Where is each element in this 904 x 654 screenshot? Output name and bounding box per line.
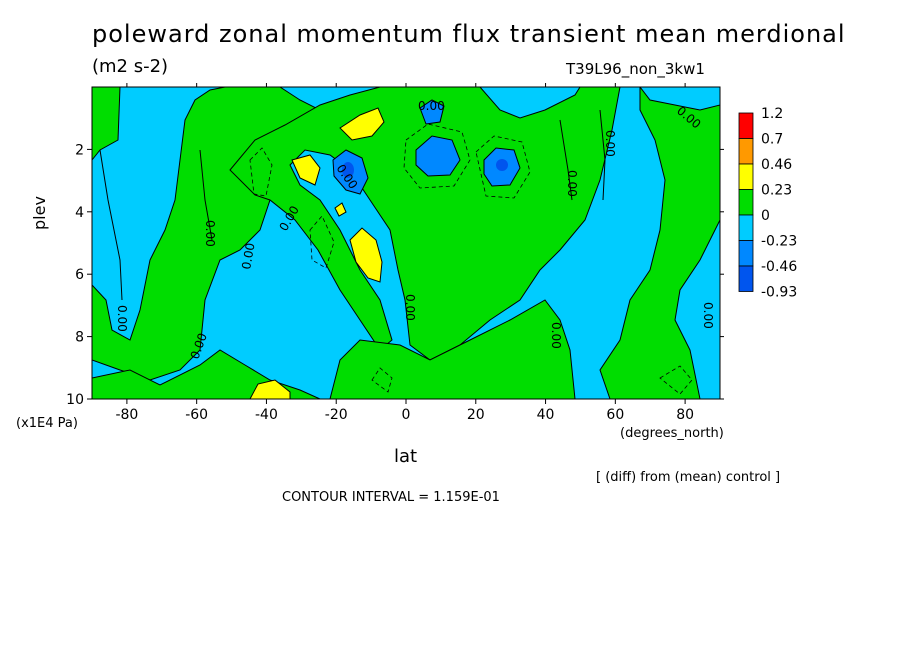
zero-contours bbox=[99, 109, 606, 301]
colorbar-label: 1.2 bbox=[761, 106, 783, 122]
x-tick-label: 20 bbox=[467, 407, 485, 423]
negative-cell-center bbox=[415, 135, 461, 177]
zero-contour-1 bbox=[99, 149, 123, 301]
positive-cell-south bbox=[249, 379, 291, 399]
colorbar-label: 0.23 bbox=[761, 183, 792, 199]
colorbar-swatch bbox=[738, 138, 754, 165]
dashed-contour-south bbox=[371, 367, 393, 393]
colorbar: 1.2 0.7 0.46 0.23 0 -0.23 -0.46 -0.93 bbox=[738, 106, 797, 301]
x-tick-label: 80 bbox=[676, 407, 694, 423]
contour-interval: CONTOUR INTERVAL = 1.159E-01 bbox=[282, 490, 500, 505]
positive-cell-mid-north bbox=[291, 154, 321, 186]
axes: -80 -60 -40 -20 0 20 40 60 80 2 4 6 8 10 bbox=[66, 83, 724, 423]
contour-label: 0.00 bbox=[701, 302, 715, 329]
y-axis-units: (x1E4 Pa) bbox=[16, 416, 78, 431]
x-axis-label: lat bbox=[394, 446, 418, 467]
contour-label: 0.00 bbox=[239, 242, 257, 271]
contour-label: 0.00 bbox=[603, 130, 617, 157]
contour-label: 0.00 bbox=[115, 305, 129, 332]
colorbar-swatch bbox=[738, 265, 754, 292]
x-tick-label: -60 bbox=[185, 407, 208, 423]
colorbar-swatch bbox=[738, 189, 754, 216]
x-tick-label: 40 bbox=[537, 407, 555, 423]
x-tick-label: 60 bbox=[606, 407, 624, 423]
diff-note: [ (diff) from (mean) control ] bbox=[596, 470, 781, 485]
contour-label: 0.00 bbox=[549, 322, 563, 349]
contour-label: 0.00 bbox=[403, 294, 417, 321]
chart-title: poleward zonal momentum flux transient m… bbox=[92, 20, 846, 48]
chart-units: (m2 s-2) bbox=[92, 56, 169, 77]
x-tick-label: -40 bbox=[255, 407, 278, 423]
x-axis-units: (degrees_north) bbox=[620, 426, 724, 441]
colorbar-label: 0 bbox=[761, 208, 770, 224]
zero-contour-3 bbox=[559, 119, 573, 201]
y-tick-label: 2 bbox=[75, 142, 84, 158]
strong-negative-core-west bbox=[342, 162, 354, 178]
positive-cell-mid bbox=[349, 227, 383, 283]
negative-cell-top bbox=[419, 99, 445, 125]
colorbar-label: 0.7 bbox=[761, 132, 783, 148]
contour-field bbox=[92, 87, 720, 399]
y-tick-label: 6 bbox=[75, 267, 84, 283]
dashed-contour-southeast bbox=[659, 365, 693, 395]
green-region-south-mid bbox=[329, 299, 576, 399]
colorbar-swatch bbox=[738, 112, 754, 139]
contour-label: 0.00 bbox=[565, 170, 579, 197]
colorbar-swatch bbox=[738, 240, 754, 267]
colorbar-label: -0.46 bbox=[761, 259, 797, 275]
colorbar-swatch bbox=[738, 163, 754, 190]
green-region-west bbox=[92, 87, 121, 161]
green-region-east bbox=[599, 87, 720, 399]
y-tick-label: 8 bbox=[75, 330, 84, 346]
dashed-contour-center bbox=[403, 123, 471, 189]
x-tick-label: -80 bbox=[115, 407, 138, 423]
negative-contours bbox=[249, 123, 693, 395]
positive-cell-north bbox=[339, 107, 385, 141]
contour-label: 0.00 bbox=[418, 99, 445, 113]
colorbar-label: 0.46 bbox=[761, 157, 792, 173]
run-id: T39L96_non_3kw1 bbox=[566, 60, 705, 78]
colorbar-label: -0.93 bbox=[761, 285, 797, 301]
dashed-contour-east bbox=[475, 135, 531, 199]
zero-contour-2 bbox=[199, 149, 213, 241]
colorbar-swatch bbox=[738, 214, 754, 241]
zero-contour-4 bbox=[599, 109, 606, 201]
y-tick-label: 10 bbox=[66, 392, 84, 408]
strong-negative-core-east bbox=[496, 159, 508, 171]
dashed-contour-lower bbox=[309, 215, 335, 269]
y-tick-label: 4 bbox=[75, 205, 84, 221]
x-tick-label: -20 bbox=[325, 407, 348, 423]
dashed-contour-west bbox=[249, 147, 273, 197]
positive-cell-small bbox=[334, 202, 347, 217]
x-tick-label: 0 bbox=[402, 407, 411, 423]
colorbar-label: -0.23 bbox=[761, 234, 797, 250]
contour-label: 0.00 bbox=[203, 220, 217, 247]
